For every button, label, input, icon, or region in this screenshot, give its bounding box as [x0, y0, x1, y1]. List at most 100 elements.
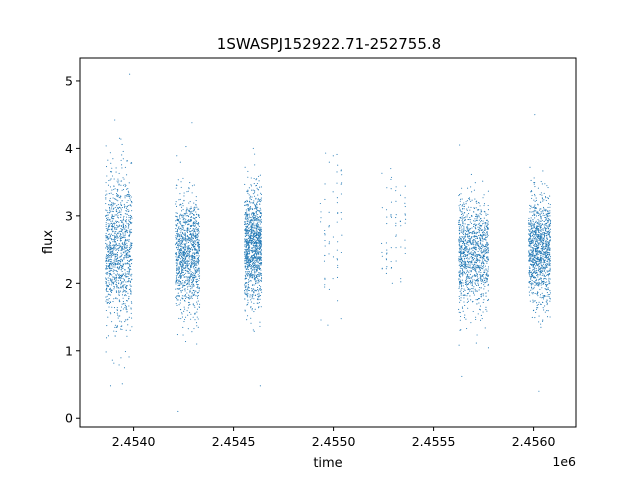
- data-point: [482, 274, 484, 276]
- data-point: [120, 321, 123, 323]
- data-point: [244, 214, 246, 216]
- data-point: [129, 246, 131, 248]
- data-point: [183, 249, 185, 251]
- data-point: [395, 247, 397, 249]
- data-point: [193, 231, 195, 233]
- data-point: [253, 183, 255, 185]
- data-point: [122, 285, 124, 288]
- data-point: [194, 253, 196, 255]
- data-point: [257, 189, 259, 191]
- data-point: [185, 248, 187, 250]
- data-point: [548, 262, 550, 264]
- data-point: [121, 200, 123, 202]
- data-point: [458, 298, 461, 300]
- data-point: [115, 248, 117, 250]
- data-point: [463, 301, 465, 303]
- data-point: [117, 239, 119, 242]
- data-point: [244, 267, 246, 269]
- data-point: [121, 260, 124, 262]
- data-point: [485, 306, 487, 308]
- data-point: [479, 237, 481, 239]
- data-point: [473, 232, 475, 235]
- data-point: [110, 228, 112, 230]
- data-point: [467, 240, 469, 242]
- data-point: [107, 223, 109, 225]
- data-point: [475, 247, 477, 249]
- data-point: [255, 271, 257, 273]
- data-point: [112, 241, 114, 243]
- data-point: [390, 215, 392, 217]
- data-point: [188, 277, 190, 279]
- data-point: [122, 246, 124, 248]
- data-point: [119, 233, 121, 235]
- data-point: [480, 214, 482, 216]
- data-point: [115, 245, 117, 247]
- data-point: [474, 266, 476, 268]
- data-point: [124, 236, 126, 238]
- data-point: [181, 286, 183, 288]
- data-point: [180, 291, 182, 293]
- data-point: [540, 254, 542, 256]
- data-point: [543, 238, 545, 240]
- data-point: [253, 302, 255, 304]
- data-point: [183, 214, 185, 217]
- data-point: [534, 193, 536, 195]
- data-point: [529, 229, 531, 231]
- data-point: [192, 280, 195, 282]
- data-point: [340, 318, 342, 320]
- data-point: [180, 236, 182, 238]
- data-point: [115, 227, 117, 229]
- data-point: [114, 206, 116, 208]
- data-point: [191, 282, 194, 284]
- data-point: [395, 234, 397, 236]
- data-point: [252, 248, 254, 250]
- data-point: [119, 246, 121, 248]
- data-point: [530, 231, 532, 233]
- data-point: [198, 221, 200, 224]
- data-point: [543, 208, 545, 210]
- data-point: [246, 229, 248, 231]
- data-point: [182, 219, 184, 221]
- data-point: [192, 285, 194, 287]
- data-point: [327, 324, 329, 326]
- data-point: [185, 234, 187, 236]
- data-point: [538, 301, 540, 303]
- data-point: [474, 227, 476, 229]
- data-point: [484, 249, 486, 251]
- data-point: [192, 225, 194, 227]
- data-point: [462, 232, 464, 234]
- data-point: [473, 241, 475, 243]
- data-point: [463, 241, 465, 243]
- data-point: [461, 204, 464, 206]
- data-point: [122, 217, 125, 219]
- data-point: [469, 273, 471, 276]
- data-point: [464, 261, 466, 263]
- data-point: [465, 230, 467, 232]
- data-point: [128, 305, 130, 307]
- data-point: [466, 250, 468, 252]
- data-point: [531, 232, 533, 234]
- data-point: [473, 246, 475, 248]
- data-point: [244, 223, 246, 225]
- data-point: [129, 265, 131, 267]
- data-point: [184, 249, 186, 251]
- data-point: [180, 253, 182, 255]
- data-point: [470, 186, 472, 188]
- data-point: [111, 238, 113, 240]
- data-point: [336, 153, 338, 156]
- data-point: [473, 254, 475, 256]
- data-point: [178, 252, 181, 254]
- data-point: [176, 242, 178, 244]
- data-point: [544, 214, 546, 216]
- data-point: [245, 285, 247, 287]
- data-point: [187, 263, 189, 265]
- data-point: [485, 295, 487, 297]
- data-point: [248, 260, 250, 262]
- data-point: [390, 261, 392, 263]
- data-point: [258, 272, 260, 274]
- data-point: [548, 260, 550, 262]
- data-point: [116, 205, 118, 207]
- data-point: [108, 236, 110, 238]
- data-point: [109, 211, 111, 213]
- data-point: [381, 207, 383, 209]
